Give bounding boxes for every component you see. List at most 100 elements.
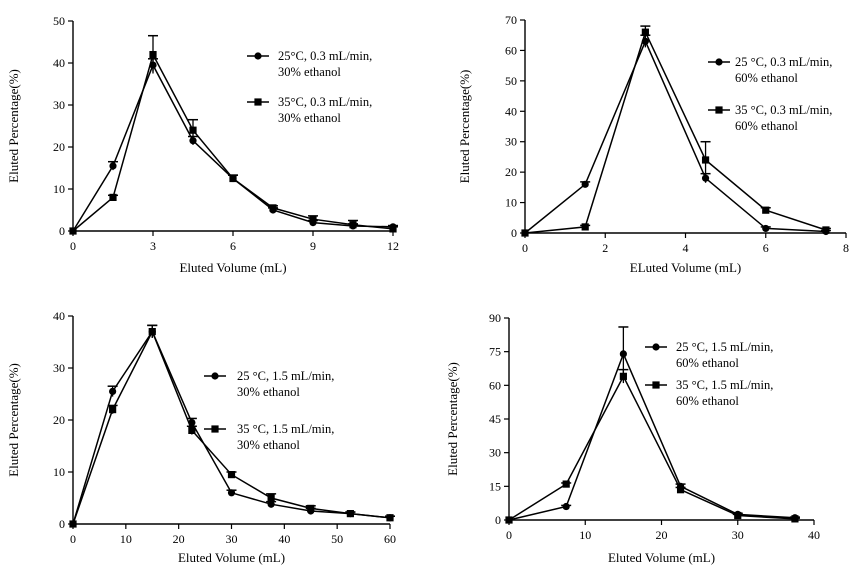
x-tick-label: 4 — [683, 241, 689, 255]
legend-label-line2: 30% ethanol — [278, 111, 341, 125]
legend-marker — [254, 52, 262, 60]
y-axis-label: Eluted Percentage(%) — [445, 362, 460, 476]
legend-label: 35 °C, 1.5 mL/min, — [237, 422, 334, 436]
y-tick-label: 0 — [59, 517, 65, 531]
x-tick-label: 40 — [278, 532, 290, 546]
data-point — [307, 504, 315, 512]
y-tick-label: 10 — [53, 182, 65, 196]
series-2 — [521, 25, 831, 237]
chart-panel-top-left: 0 3 6 9 12 0 10 20 30 40 50 Eluted Volume (mL) Elute… — [0, 0, 431, 285]
y-tick-label: 30 — [53, 98, 65, 112]
data-point — [267, 500, 275, 508]
data-point — [109, 193, 117, 201]
x-tick-label: 20 — [173, 532, 185, 546]
series-2 — [69, 34, 398, 235]
data-point — [581, 223, 589, 231]
y-tick-label: 40 — [505, 104, 517, 118]
x-tick-label: 0 — [70, 239, 76, 253]
y-tick-label: 15 — [489, 479, 501, 493]
legend-marker — [715, 106, 723, 114]
y-tick-label: 30 — [505, 135, 517, 149]
y-tick-label: 20 — [53, 413, 65, 427]
y-tick-label: 30 — [53, 361, 65, 375]
chart-svg: 0 3 6 9 12 0 10 20 30 40 50 Eluted Volume (mL) Elute… — [6, 14, 399, 275]
data-point — [227, 489, 236, 497]
series-2 — [69, 324, 395, 528]
data-point — [69, 520, 77, 528]
series-1 — [69, 324, 395, 528]
x-axis-label: ELuted Volume (mL) — [630, 260, 741, 275]
data-point — [69, 227, 77, 235]
data-point — [822, 226, 830, 234]
x-tick-label: 6 — [230, 239, 236, 253]
legend-label: 35 °C, 0.3 mL/min, — [735, 103, 832, 117]
legend-marker — [211, 425, 219, 433]
x-tick-label: 30 — [226, 532, 238, 546]
legend-label-line2: 30% ethanol — [278, 65, 341, 79]
legend-label-line2: 60% ethanol — [735, 119, 798, 133]
data-point — [762, 206, 770, 214]
data-point — [734, 511, 742, 520]
legend-marker — [652, 343, 660, 351]
data-point — [389, 225, 397, 233]
data-point — [149, 51, 157, 59]
legend-label: 35°C, 0.3 mL/min, — [278, 95, 372, 109]
x-tick-label: 12 — [387, 239, 399, 253]
x-tick-label: 6 — [763, 241, 769, 255]
y-axis-label: Eluted Percentage(%) — [6, 69, 21, 183]
series-1 — [69, 58, 398, 235]
data-point — [309, 215, 317, 223]
series-line — [72, 63, 394, 232]
x-tick-label: 50 — [331, 532, 343, 546]
data-point — [581, 180, 589, 188]
y-axis-label: Eluted Percentage(%) — [6, 363, 21, 477]
series-2 — [505, 368, 800, 524]
y-tick-label: 60 — [489, 378, 501, 392]
data-point — [676, 486, 685, 494]
x-tick-label: 8 — [843, 241, 849, 255]
data-point — [762, 224, 770, 233]
chart-svg: 0 10 20 30 40 0 15 30 45 60 75 90 Eluted Volume (mL)… — [445, 311, 820, 565]
y-tick-label: 30 — [489, 446, 501, 460]
data-point — [267, 494, 275, 502]
legend-label: 25 °C, 0.3 mL/min, — [735, 55, 832, 69]
data-point — [349, 221, 357, 229]
y-tick-label: 70 — [505, 13, 517, 27]
chart-panel-bottom-right: 0 10 20 30 40 0 15 30 45 60 75 90 Eluted Volume (mL)… — [431, 285, 862, 569]
y-tick-label: 60 — [505, 43, 517, 57]
series-line — [508, 374, 795, 521]
x-tick-label: 30 — [732, 528, 744, 542]
data-point — [641, 28, 649, 36]
data-point — [619, 350, 627, 358]
y-tick-label: 50 — [505, 74, 517, 88]
x-tick-label: 2 — [602, 241, 608, 255]
series-line — [524, 39, 826, 234]
y-tick-label: 10 — [53, 465, 65, 479]
legend-marker — [254, 98, 262, 106]
x-tick-label: 60 — [384, 532, 396, 546]
data-point — [619, 372, 627, 380]
y-tick-label: 0 — [59, 224, 65, 238]
series-line — [508, 351, 795, 521]
data-point — [109, 162, 117, 170]
data-point — [701, 156, 710, 164]
series-line — [524, 30, 827, 234]
legend-label-line2: 30% ethanol — [237, 385, 300, 399]
data-point — [229, 174, 237, 183]
y-tick-label: 10 — [505, 196, 517, 210]
legend-marker — [652, 381, 660, 389]
x-tick-label: 0 — [522, 241, 528, 255]
data-point — [189, 126, 197, 134]
x-tick-label: 9 — [310, 239, 316, 253]
y-tick-label: 90 — [489, 311, 501, 325]
y-axis-label: Eluted Percentage(%) — [457, 70, 472, 184]
y-tick-label: 45 — [489, 412, 501, 426]
legend-marker — [715, 58, 723, 66]
y-tick-label: 0 — [495, 513, 501, 527]
data-point — [269, 204, 277, 212]
x-tick-label: 0 — [70, 532, 76, 546]
x-axis-label: Eluted Volume (mL) — [178, 550, 285, 565]
legend-label-line2: 60% ethanol — [676, 394, 739, 408]
chart-svg: 0 10 20 30 40 50 60 0 10 20 30 40 Eluted Volume (mL)… — [6, 309, 396, 565]
legend-label: 25 °C, 1.5 mL/min, — [237, 369, 334, 383]
